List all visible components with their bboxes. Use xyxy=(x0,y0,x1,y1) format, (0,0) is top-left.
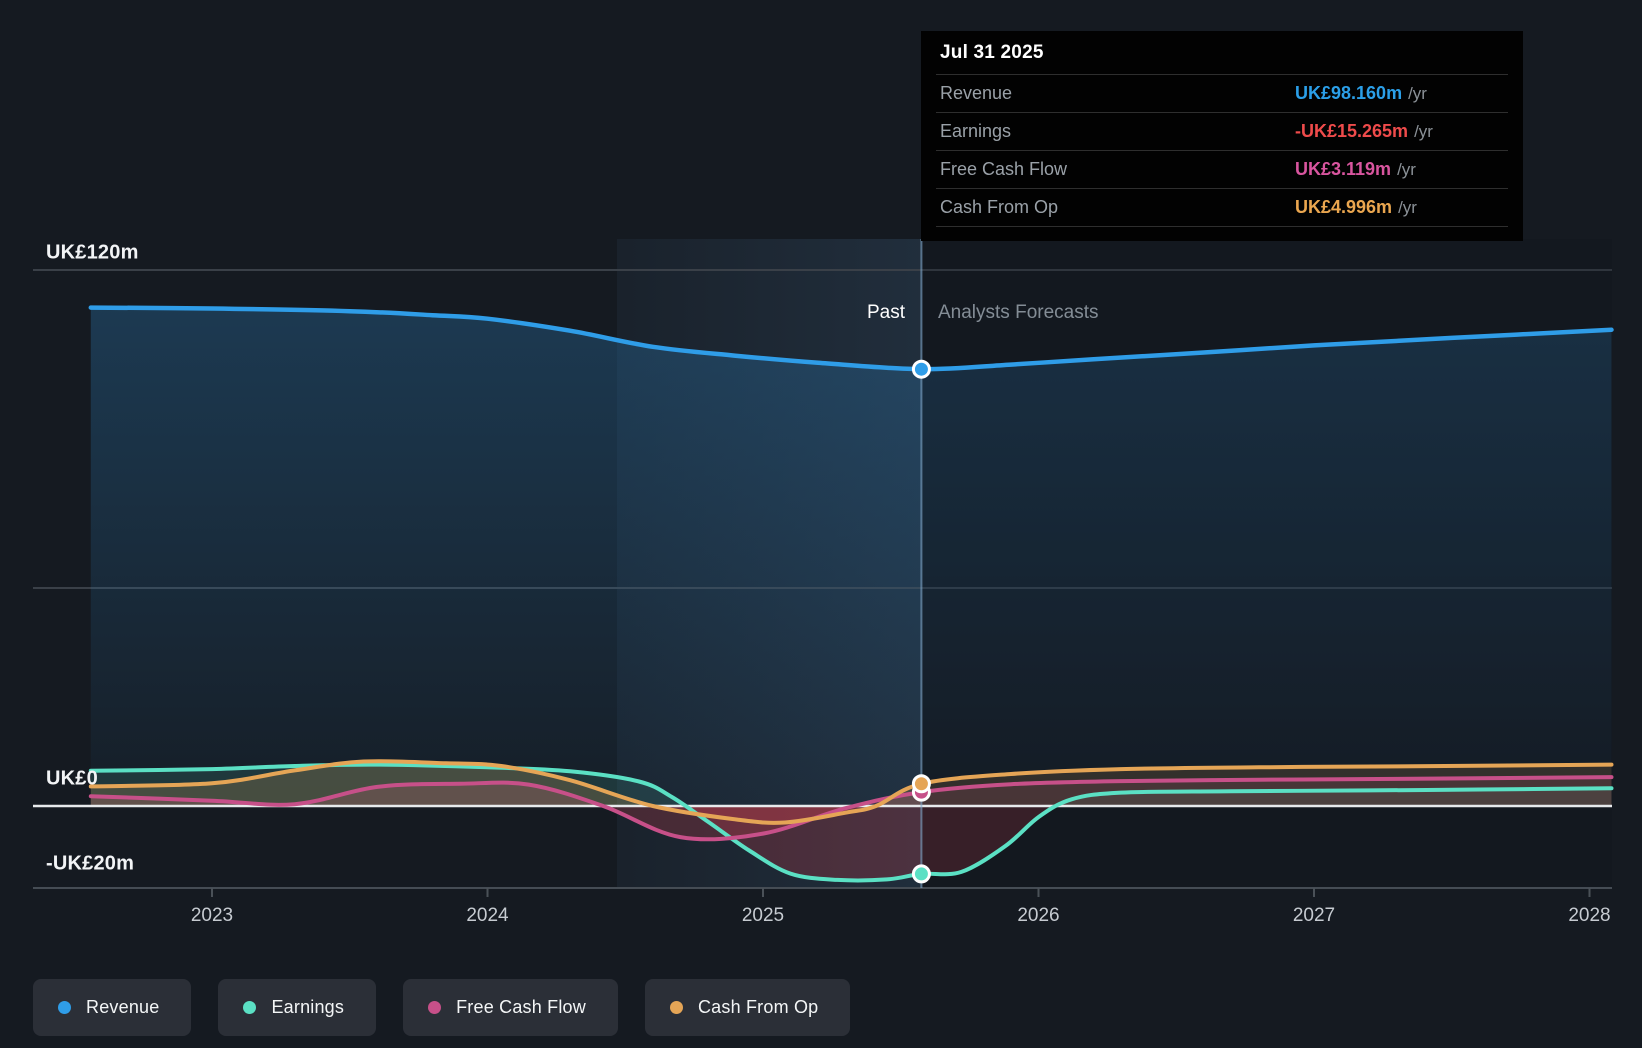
x-tick-label-2024: 2024 xyxy=(466,905,509,926)
x-tick-label-2025: 2025 xyxy=(741,905,785,926)
tooltip-row-earnings: Earnings -UK£15.265m/yr xyxy=(936,112,1508,150)
forecast-zone-label: Analysts Forecasts xyxy=(938,302,1099,323)
tooltip-row-cash-from-op: Cash From Op UK£4.996m/yr xyxy=(936,188,1508,227)
revenue-dot-icon xyxy=(58,1001,71,1014)
y-axis-label-neg20m: -UK£20m xyxy=(46,852,135,875)
tooltip-value: UK£3.119m/yr xyxy=(1295,159,1416,179)
tooltip-label: Cash From Op xyxy=(940,197,1059,217)
legend-item-cash-from-op[interactable]: Cash From Op xyxy=(644,979,851,1036)
y-axis-label-120m: UK£120m xyxy=(46,241,139,264)
legend-label: Revenue xyxy=(86,997,160,1017)
tooltip-label: Free Cash Flow xyxy=(940,159,1068,179)
x-tick-label-2028: 2028 xyxy=(1568,905,1611,926)
tooltip-row-revenue: Revenue UK£98.160m/yr xyxy=(936,74,1508,112)
revenue-area xyxy=(90,307,1612,806)
legend-label: Earnings xyxy=(271,997,345,1017)
cash-from-op-area-positive xyxy=(90,761,1612,806)
y-axis-label-0: UK£0 xyxy=(46,767,98,790)
revenue-marker[interactable] xyxy=(911,359,931,379)
revenue-line xyxy=(88,305,1614,372)
x-tick-label-2026: 2026 xyxy=(1017,905,1060,926)
legend-label: Cash From Op xyxy=(697,997,819,1017)
legend: Revenue Earnings Free Cash Flow Cash Fro… xyxy=(33,979,851,1036)
tooltip-row-free-cash-flow: Free Cash Flow UK£3.119m/yr xyxy=(936,150,1508,188)
earnings-area-negative xyxy=(90,806,1612,881)
cash-from-op-area-negative xyxy=(90,806,1612,823)
legend-item-earnings[interactable]: Earnings xyxy=(218,979,377,1036)
earnings-area-positive xyxy=(90,764,1612,806)
free-cash-flow-line xyxy=(88,775,1614,842)
tooltip-label: Revenue xyxy=(940,83,1013,103)
earnings-marker[interactable] xyxy=(911,864,931,884)
cash-from-op-line xyxy=(88,759,1614,825)
tooltip-rows: Revenue UK£98.160m/yr Earnings -UK£15.26… xyxy=(921,74,1523,227)
earnings-line xyxy=(88,762,1614,883)
x-tick-label-2027: 2027 xyxy=(1292,905,1336,926)
tooltip-date: Jul 31 2025 xyxy=(940,41,1044,63)
tooltip-value: UK£4.996m/yr xyxy=(1295,197,1417,217)
x-tick-label-2023: 2023 xyxy=(190,905,234,926)
tooltip-value: UK£98.160m/yr xyxy=(1295,83,1427,103)
tooltip-label: Earnings xyxy=(940,121,1012,141)
legend-item-revenue[interactable]: Revenue xyxy=(33,979,192,1036)
legend-item-free-cash-flow[interactable]: Free Cash Flow xyxy=(403,979,618,1036)
free-cash-flow-dot-icon xyxy=(428,1001,442,1014)
past-zone-label: Past xyxy=(866,302,905,323)
legend-label: Free Cash Flow xyxy=(456,997,586,1017)
hover-tooltip: Jul 31 2025 Revenue UK£98.160m/yr Earnin… xyxy=(921,31,1523,241)
tooltip-value: -UK£15.265m/yr xyxy=(1295,121,1433,141)
earnings-dot-icon xyxy=(243,1001,257,1014)
cash-from-op-dot-icon xyxy=(669,1001,683,1014)
cash-from-op-marker[interactable] xyxy=(911,774,931,794)
